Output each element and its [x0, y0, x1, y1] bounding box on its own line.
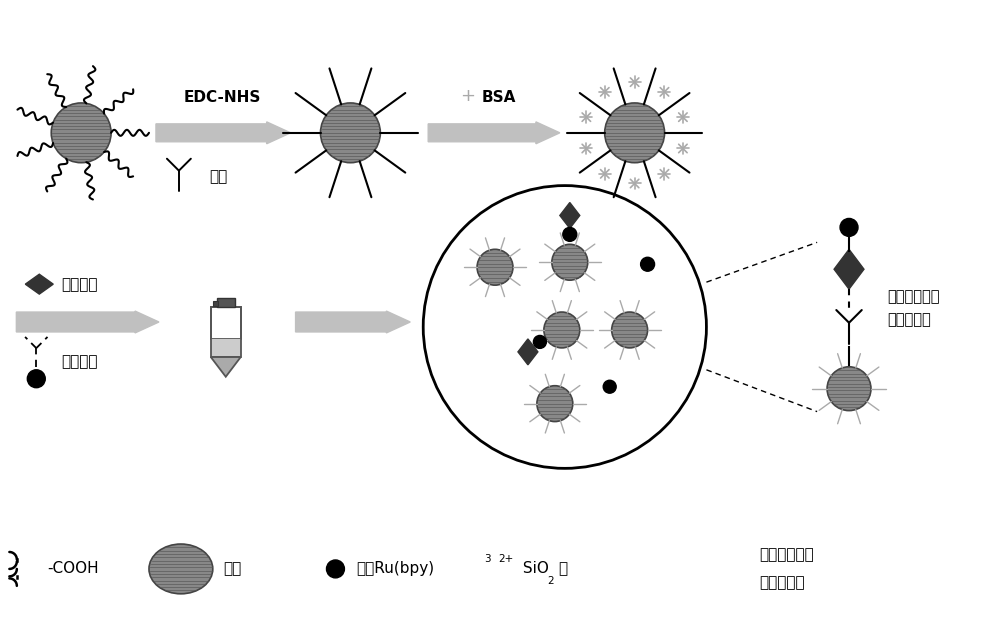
- Polygon shape: [560, 202, 580, 229]
- Polygon shape: [834, 249, 864, 289]
- Circle shape: [641, 257, 655, 271]
- Text: 2: 2: [547, 576, 553, 586]
- Bar: [211, 307, 241, 357]
- Text: EDC-NHS: EDC-NHS: [184, 90, 261, 105]
- Ellipse shape: [827, 367, 871, 411]
- Text: 负载Ru(bpy): 负载Ru(bpy): [356, 561, 435, 577]
- Ellipse shape: [149, 544, 213, 594]
- Text: BSA: BSA: [482, 90, 516, 105]
- Text: 球: 球: [558, 561, 567, 577]
- Ellipse shape: [51, 103, 111, 162]
- Text: 单个免疫复合: 单个免疫复合: [887, 290, 939, 304]
- Text: 3: 3: [484, 554, 491, 564]
- Bar: [211, 339, 241, 357]
- FancyArrow shape: [156, 122, 291, 144]
- Circle shape: [563, 227, 577, 241]
- Ellipse shape: [321, 103, 380, 162]
- Ellipse shape: [605, 103, 665, 162]
- Circle shape: [603, 380, 616, 393]
- Circle shape: [533, 335, 546, 349]
- Text: 微珠: 微珠: [223, 561, 241, 577]
- Text: 一抗: 一抗: [209, 169, 227, 184]
- Ellipse shape: [477, 249, 513, 285]
- Ellipse shape: [552, 245, 588, 280]
- Text: 物修饰微珠: 物修饰微珠: [759, 575, 805, 591]
- Ellipse shape: [612, 312, 648, 348]
- Text: +: +: [460, 87, 475, 105]
- Circle shape: [326, 560, 344, 578]
- Circle shape: [840, 218, 858, 236]
- Bar: [213, 301, 218, 306]
- Text: 单个免疫复合: 单个免疫复合: [759, 548, 814, 562]
- Polygon shape: [25, 274, 53, 294]
- Bar: [211, 307, 241, 339]
- Ellipse shape: [544, 312, 580, 348]
- Polygon shape: [211, 357, 241, 377]
- Circle shape: [27, 370, 45, 388]
- Text: -COOH: -COOH: [47, 561, 99, 577]
- FancyArrow shape: [16, 311, 159, 333]
- Bar: [217, 298, 235, 307]
- Text: 待测蛋白: 待测蛋白: [61, 277, 98, 291]
- Text: 馒标二抗: 馒标二抗: [61, 354, 98, 369]
- Polygon shape: [518, 339, 538, 365]
- Text: 物修饰微珠: 物修饰微珠: [887, 313, 931, 327]
- FancyArrow shape: [428, 122, 560, 144]
- FancyArrow shape: [296, 311, 410, 333]
- Text: SiO: SiO: [518, 561, 549, 577]
- Ellipse shape: [537, 386, 573, 422]
- Text: 2+: 2+: [498, 554, 513, 564]
